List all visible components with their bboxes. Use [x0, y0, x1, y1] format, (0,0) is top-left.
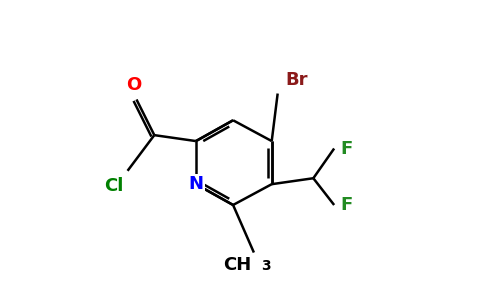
- Text: 3: 3: [261, 259, 271, 273]
- Text: Cl: Cl: [104, 177, 123, 195]
- Text: F: F: [340, 140, 352, 158]
- Text: F: F: [340, 196, 352, 214]
- Text: N: N: [188, 175, 203, 193]
- Text: CH: CH: [223, 256, 251, 274]
- Text: O: O: [126, 76, 141, 94]
- Text: Br: Br: [285, 71, 308, 89]
